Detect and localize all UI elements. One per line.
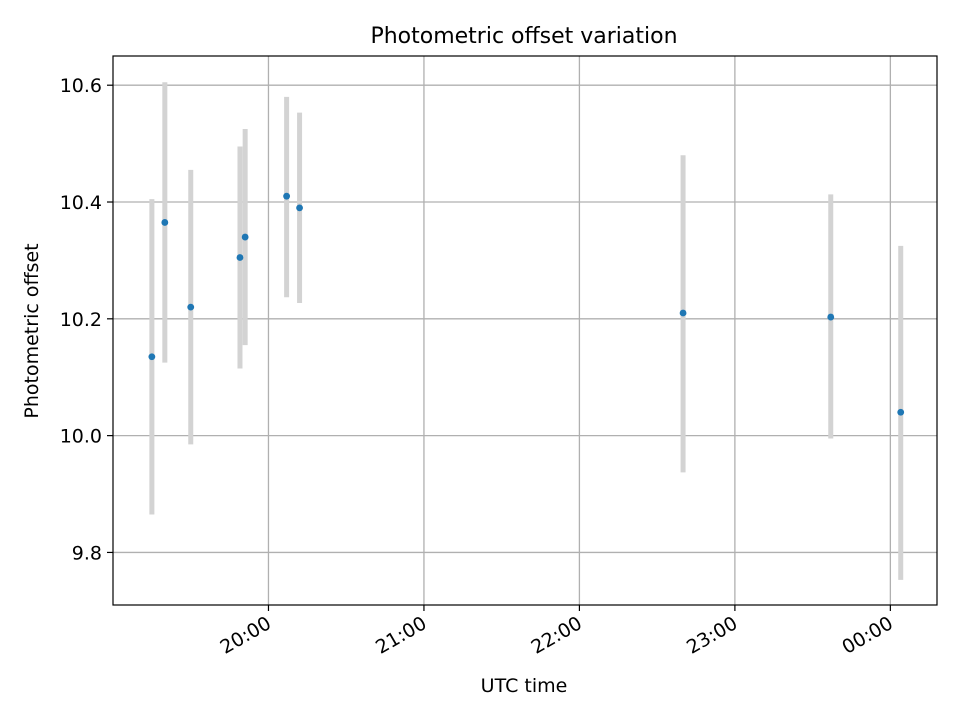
data-point	[241, 233, 249, 241]
data-point	[236, 254, 244, 261]
ticks: 9.8 10.0 10.2 10.4 10.6 20:00 21:00 22:00 23:00 0…	[60, 75, 897, 659]
y-tick-label: 10.2	[60, 309, 102, 331]
data-point	[187, 303, 195, 311]
y-axis-label: Photometric offset	[21, 243, 43, 418]
data-point	[897, 408, 905, 416]
error-bars	[149, 82, 904, 580]
data-point	[283, 192, 291, 200]
y-tick-label: 10.6	[60, 75, 102, 97]
chart-title: Photometric offset variation	[370, 24, 677, 49]
data-point	[148, 353, 156, 361]
data-point	[679, 309, 687, 317]
y-tick-label: 10.4	[60, 192, 102, 214]
y-tick-label: 9.8	[72, 542, 102, 564]
x-tick-label: 20:00	[217, 612, 275, 658]
grid	[113, 56, 937, 605]
y-tick-label: 10.0	[60, 426, 102, 448]
data-point	[296, 204, 303, 212]
data-points	[148, 192, 905, 416]
data-point	[827, 313, 835, 321]
x-axis-label: UTC time	[481, 675, 568, 697]
x-tick-label: 00:00	[838, 612, 896, 658]
x-tick-label: 21:00	[372, 612, 430, 658]
plot-area-frame	[112, 55, 938, 606]
x-tick-label: 23:00	[683, 612, 741, 658]
data-point	[161, 219, 169, 226]
x-tick-label: 22:00	[527, 612, 585, 658]
